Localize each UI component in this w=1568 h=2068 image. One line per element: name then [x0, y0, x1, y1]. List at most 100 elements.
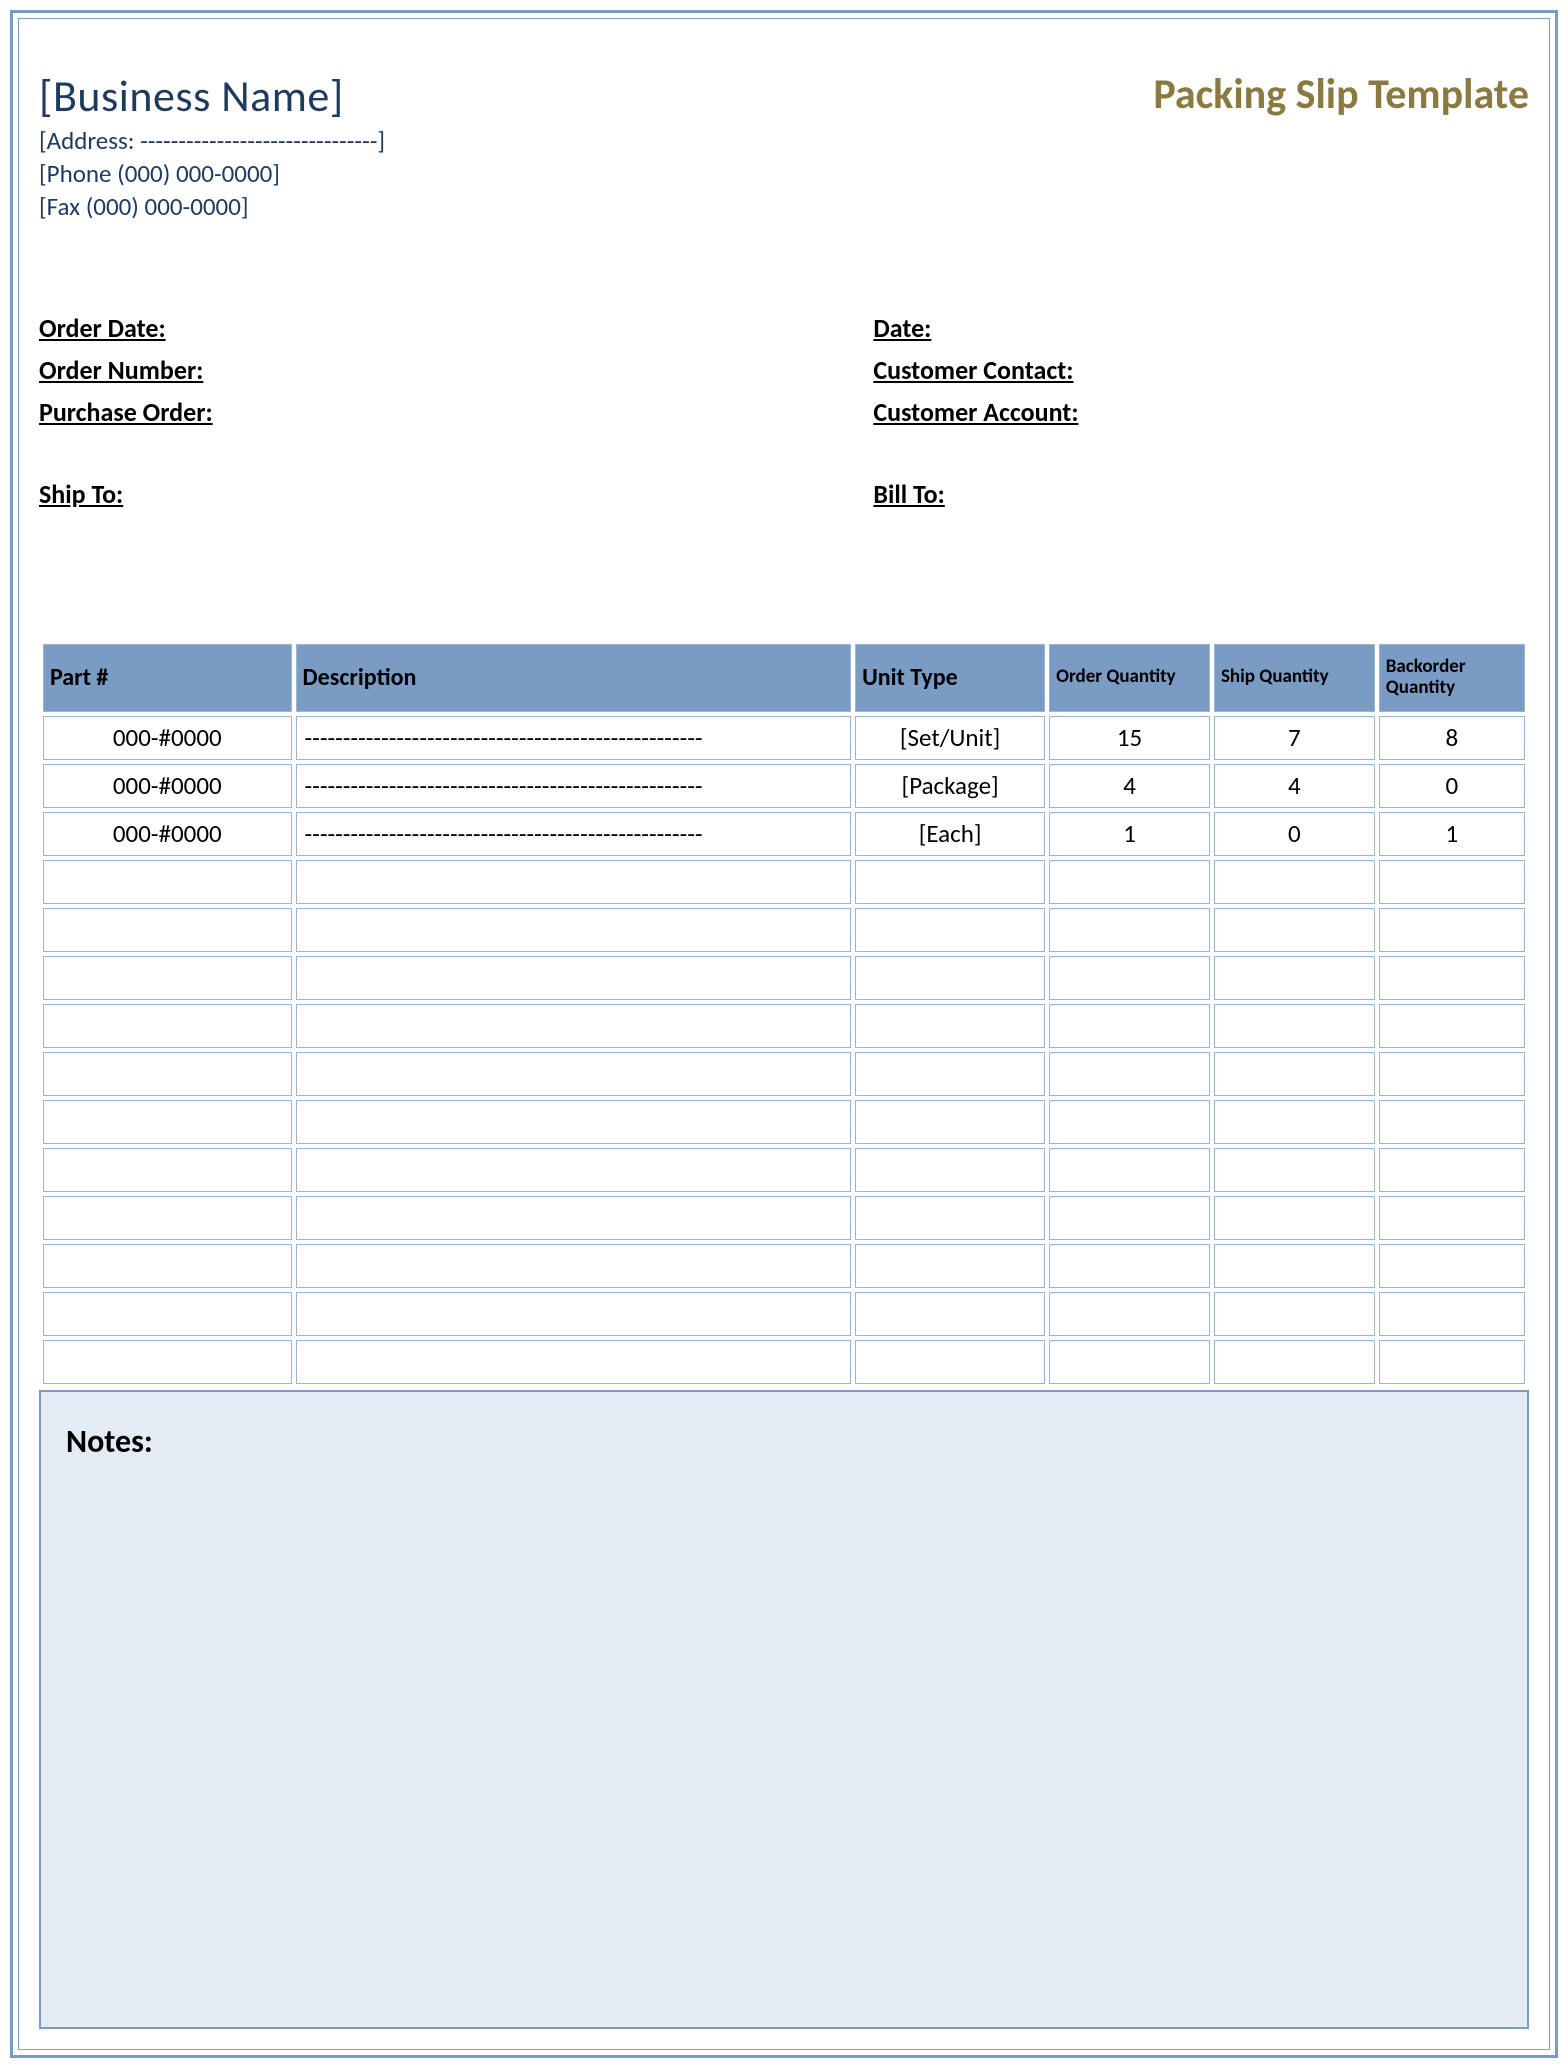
col-unit-type: Unit Type — [855, 644, 1045, 712]
cell-description: ----------------------------------------… — [296, 716, 852, 760]
cell-ship-qty — [1214, 1196, 1375, 1240]
cell-part — [43, 956, 292, 1000]
cell-description — [296, 860, 852, 904]
cell-order-qty — [1049, 908, 1210, 952]
cell-backorder-qty — [1379, 1244, 1525, 1288]
table-row — [43, 860, 1525, 904]
cell-description — [296, 1148, 852, 1192]
cell-unit — [855, 1100, 1045, 1144]
cell-unit — [855, 908, 1045, 952]
cell-order-qty — [1049, 1244, 1210, 1288]
table-row — [43, 1196, 1525, 1240]
notes-box: Notes: — [39, 1390, 1529, 2029]
cell-backorder-qty — [1379, 1148, 1525, 1192]
cell-part — [43, 1196, 292, 1240]
header-row: [Business Name] [Address: --------------… — [39, 69, 1529, 222]
cell-part — [43, 908, 292, 952]
items-table: Part # Description Unit Type Order Quant… — [39, 640, 1529, 1388]
label-ship-to: Ship To: — [39, 478, 873, 510]
cell-unit — [855, 1340, 1045, 1384]
page-inner: [Business Name] [Address: --------------… — [18, 18, 1550, 2050]
cell-description: ----------------------------------------… — [296, 764, 852, 808]
label-customer-account: Customer Account: — [873, 396, 1529, 428]
cell-description — [296, 956, 852, 1000]
cell-order-qty — [1049, 1004, 1210, 1048]
cell-part — [43, 1148, 292, 1192]
cell-order-qty — [1049, 1292, 1210, 1336]
cell-order-qty: 4 — [1049, 764, 1210, 808]
cell-ship-qty — [1214, 1004, 1375, 1048]
col-backorder-qty: Backorder Quantity — [1379, 644, 1525, 712]
cell-unit — [855, 1148, 1045, 1192]
cell-unit: [Set/Unit] — [855, 716, 1045, 760]
cell-unit — [855, 1004, 1045, 1048]
notes-label: Notes: — [66, 1422, 1502, 1461]
cell-ship-qty — [1214, 860, 1375, 904]
label-date: Date: — [873, 312, 1529, 344]
cell-description — [296, 1292, 852, 1336]
cell-backorder-qty — [1379, 1100, 1525, 1144]
cell-order-qty — [1049, 1100, 1210, 1144]
cell-ship-qty — [1214, 1148, 1375, 1192]
meta-section: Order Date: Order Number: Purchase Order… — [39, 312, 1529, 438]
cell-ship-qty: 7 — [1214, 716, 1375, 760]
cell-unit — [855, 1052, 1045, 1096]
table-row — [43, 1292, 1525, 1336]
table-row: 000-#0000-------------------------------… — [43, 764, 1525, 808]
table-row — [43, 1004, 1525, 1048]
ship-to-col: Ship To: — [39, 478, 873, 520]
cell-ship-qty: 0 — [1214, 812, 1375, 856]
items-body: 000-#0000-------------------------------… — [43, 716, 1525, 1384]
cell-order-qty — [1049, 1052, 1210, 1096]
cell-description — [296, 1100, 852, 1144]
label-order-number: Order Number: — [39, 354, 873, 386]
table-row — [43, 908, 1525, 952]
cell-ship-qty — [1214, 1244, 1375, 1288]
page-outer: [Business Name] [Address: --------------… — [0, 0, 1568, 2068]
cell-backorder-qty — [1379, 1052, 1525, 1096]
cell-backorder-qty: 0 — [1379, 764, 1525, 808]
cell-order-qty: 1 — [1049, 812, 1210, 856]
table-row — [43, 1100, 1525, 1144]
business-phone: [Phone (000) 000-0000] — [39, 158, 385, 189]
cell-backorder-qty — [1379, 908, 1525, 952]
cell-description: ----------------------------------------… — [296, 812, 852, 856]
business-address: [Address: ------------------------------… — [39, 125, 385, 156]
cell-part — [43, 860, 292, 904]
cell-backorder-qty — [1379, 1004, 1525, 1048]
label-order-date: Order Date: — [39, 312, 873, 344]
cell-ship-qty — [1214, 1340, 1375, 1384]
cell-backorder-qty — [1379, 860, 1525, 904]
page-border: [Business Name] [Address: --------------… — [10, 10, 1558, 2058]
document-title: Packing Slip Template — [1153, 69, 1529, 120]
cell-description — [296, 908, 852, 952]
meta-col-left: Order Date: Order Number: Purchase Order… — [39, 312, 873, 438]
table-row — [43, 1244, 1525, 1288]
table-row — [43, 956, 1525, 1000]
meta-col-right: Date: Customer Contact: Customer Account… — [873, 312, 1529, 438]
col-part: Part # — [43, 644, 292, 712]
cell-order-qty — [1049, 1340, 1210, 1384]
col-ship-qty: Ship Quantity — [1214, 644, 1375, 712]
cell-part — [43, 1004, 292, 1048]
label-customer-contact: Customer Contact: — [873, 354, 1529, 386]
cell-backorder-qty — [1379, 1196, 1525, 1240]
cell-description — [296, 1340, 852, 1384]
cell-unit — [855, 1244, 1045, 1288]
cell-unit — [855, 956, 1045, 1000]
cell-part: 000-#0000 — [43, 764, 292, 808]
cell-ship-qty — [1214, 1100, 1375, 1144]
cell-part — [43, 1052, 292, 1096]
cell-order-qty — [1049, 860, 1210, 904]
cell-part: 000-#0000 — [43, 716, 292, 760]
cell-ship-qty — [1214, 908, 1375, 952]
cell-ship-qty — [1214, 1292, 1375, 1336]
table-row — [43, 1052, 1525, 1096]
table-row: 000-#0000-------------------------------… — [43, 812, 1525, 856]
cell-unit: [Each] — [855, 812, 1045, 856]
items-table-wrap: Part # Description Unit Type Order Quant… — [39, 640, 1529, 1388]
cell-order-qty — [1049, 1196, 1210, 1240]
table-row — [43, 1340, 1525, 1384]
cell-description — [296, 1004, 852, 1048]
cell-ship-qty — [1214, 956, 1375, 1000]
